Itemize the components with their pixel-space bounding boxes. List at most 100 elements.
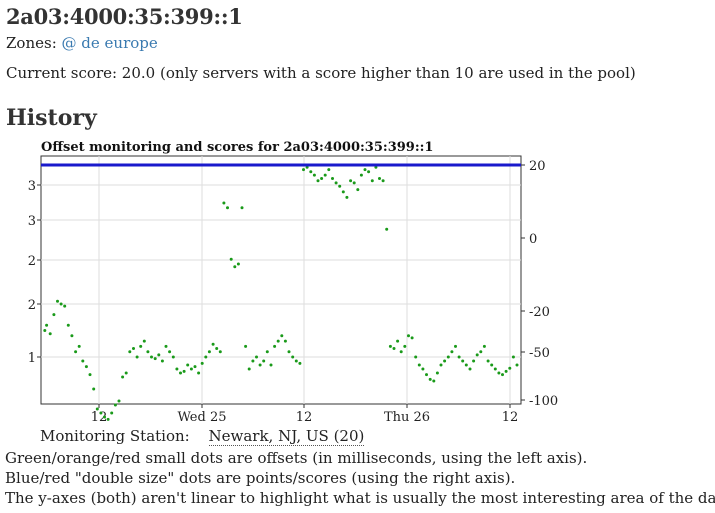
offset-dot <box>432 379 436 383</box>
offset-dot <box>207 350 211 354</box>
offset-dot <box>316 179 320 183</box>
offset-dot <box>280 334 284 338</box>
offset-dot <box>251 359 255 363</box>
offset-dot <box>443 359 447 363</box>
chart-legend: Green/orange/red small dots are offsets … <box>5 448 715 508</box>
offset-dot <box>186 363 190 367</box>
offset-dot <box>168 350 172 354</box>
offset-dot <box>95 407 99 411</box>
offset-dot <box>247 367 251 371</box>
zones-line: Zones: @ de europe <box>6 34 158 52</box>
offset-dot <box>356 188 360 192</box>
offset-dot <box>139 344 143 348</box>
offset-dot <box>273 344 277 348</box>
offset-dot <box>428 377 432 381</box>
offset-dot <box>81 359 85 363</box>
offset-dot <box>490 363 494 367</box>
offset-dot <box>486 359 490 363</box>
offset-dot <box>70 334 74 338</box>
offset-dot <box>370 179 374 183</box>
offset-dot <box>135 355 139 359</box>
left-tick-label: 2 <box>28 254 36 269</box>
offset-dot <box>283 339 287 343</box>
offset-dot <box>309 170 313 174</box>
history-heading: History <box>6 105 97 131</box>
offset-dot <box>66 323 70 327</box>
offset-dot <box>233 265 237 269</box>
offset-dot <box>461 359 465 363</box>
offset-dot <box>407 334 410 338</box>
offset-dot <box>103 415 106 419</box>
offset-dot <box>43 329 47 332</box>
offset-dot <box>421 367 425 371</box>
offset-dot <box>215 347 219 350</box>
offset-dot <box>142 339 146 343</box>
offset-dot <box>334 181 338 185</box>
x-tick-label: 12 <box>502 410 519 425</box>
x-axis: 12 Wed 25 12 Thu 26 12 <box>91 404 519 425</box>
offset-dot <box>302 168 305 172</box>
right-tick-label: -20 <box>529 305 550 320</box>
offset-dot <box>150 355 153 359</box>
right-tick-label: -100 <box>529 394 558 409</box>
offset-dot <box>193 365 197 369</box>
right-tick-label: 0 <box>529 232 537 247</box>
offset-dot <box>388 344 392 348</box>
offset-dot <box>385 227 389 231</box>
offset-dot <box>59 302 63 306</box>
offset-dot <box>468 367 472 371</box>
offset-dot <box>77 344 81 348</box>
offset-dot <box>515 363 519 367</box>
zone-link[interactable]: @ de europe <box>61 34 158 52</box>
offset-dot <box>197 371 201 375</box>
offset-dot <box>179 371 182 375</box>
offset-dot <box>497 371 501 375</box>
offset-dot <box>312 173 316 177</box>
station-label: Monitoring Station: <box>40 427 190 445</box>
offset-dot <box>352 181 356 185</box>
offset-dot <box>258 363 262 367</box>
offset-dot <box>396 339 400 343</box>
offset-dot <box>153 357 157 361</box>
offset-dot <box>175 367 179 371</box>
offset-dot <box>363 168 367 172</box>
offset-dot <box>378 177 381 180</box>
zones-label: Zones: <box>6 34 57 52</box>
offset-dot <box>269 363 273 367</box>
offset-dot <box>276 339 280 343</box>
offset-dot <box>501 373 504 377</box>
right-axis: 20 0 -20 -50 -100 <box>521 159 558 409</box>
offset-dot <box>113 403 117 407</box>
legend-line-scores: Blue/red "double size" dots are points/s… <box>5 469 516 487</box>
offset-dot <box>331 177 334 180</box>
offset-dot <box>56 299 59 303</box>
offset-dot <box>182 369 186 373</box>
offset-score-chart: Offset monitoring and scores for 2a03:40… <box>28 140 559 425</box>
offset-dot <box>450 350 454 354</box>
offset-dot <box>508 366 512 370</box>
offset-dot <box>265 350 269 354</box>
offset-dot <box>106 417 110 421</box>
offset-dot <box>99 411 103 415</box>
plot-frame <box>40 155 522 405</box>
offset-dot <box>229 257 233 261</box>
offset-dot <box>410 336 414 340</box>
offset-dot <box>200 361 204 365</box>
offset-dot <box>121 375 125 379</box>
right-tick-label: 20 <box>529 159 546 174</box>
offset-dot <box>323 173 327 177</box>
offset-dot <box>392 347 396 350</box>
offset-dot <box>157 353 161 357</box>
monitoring-station: Monitoring Station: Newark, NJ, US (20) <box>40 427 365 446</box>
offset-dot <box>189 367 193 371</box>
offset-dot <box>255 355 258 359</box>
current-score: Current score: 20.0 (only servers with a… <box>6 64 636 82</box>
left-tick-label: 3 <box>28 179 36 194</box>
offset-dot <box>359 173 363 177</box>
station-location[interactable]: Newark, NJ, US (20) <box>208 427 365 446</box>
left-axis: 3 3 2 2 1 <box>28 179 41 366</box>
offset-dot <box>262 359 266 363</box>
offset-dot <box>222 201 226 205</box>
x-tick-label: Thu 26 <box>384 410 430 425</box>
offset-dot <box>472 359 476 363</box>
